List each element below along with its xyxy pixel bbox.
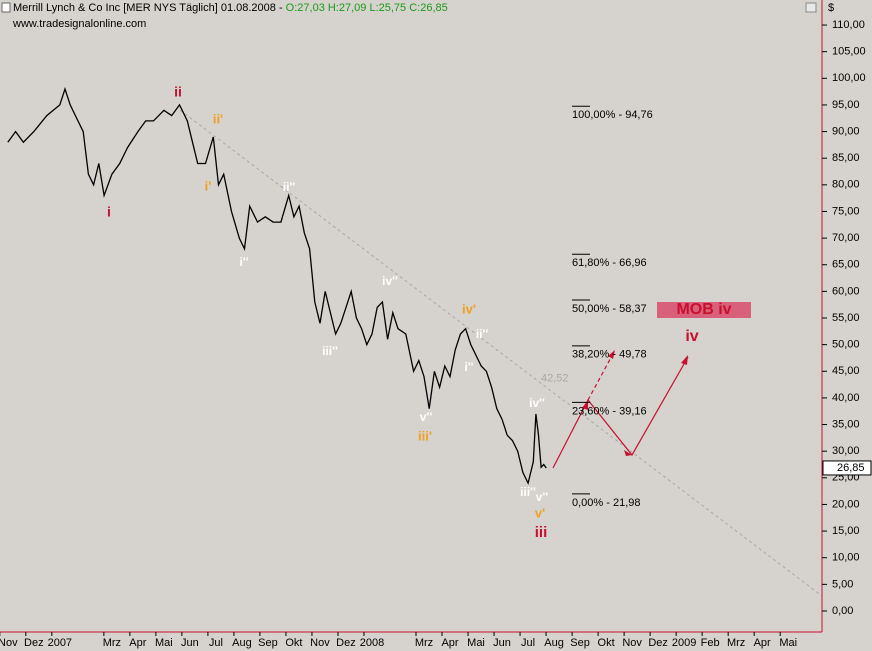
x-tick-label: Dez [648,637,668,649]
wave-label: v'' [420,410,433,424]
x-tick-label: Apr [441,637,458,649]
quote: O:27,03 H:27,09 L:25,75 C:26,85 [286,2,448,14]
arrow-head [624,450,632,456]
fib-label: 23,60% - 39,16 [572,405,647,417]
x-tick-label: Aug [232,637,252,649]
window-button[interactable] [805,2,817,13]
x-tick-label: Nov [310,637,330,649]
arrow-head [608,350,615,359]
x-tick-label: Okt [598,637,615,649]
y-tick-label: 20,00 [832,498,860,510]
fib-label: 61,80% - 66,96 [572,257,647,269]
arrow-head [681,355,688,365]
wave-label: ii'' [283,180,296,194]
x-tick-label: Jun [493,637,511,649]
x-tick-label: Apr [754,637,771,649]
x-tick-label: Feb [701,637,720,649]
x-tick-label: Dez [336,637,356,649]
x-tick-label: Sep [570,637,590,649]
wave-label: ii [174,84,182,100]
x-tick-label: Mai [467,637,485,649]
y-tick-label: 60,00 [832,285,860,297]
price-line [7,86,547,485]
fib-label: 0,00% - 21,98 [572,497,641,509]
y-tick-label: 10,00 [832,552,860,564]
x-tick-label: Nov [622,637,642,649]
y-tick-label: 70,00 [832,232,860,244]
y-tick-label: 100,00 [832,72,866,84]
icon [1,2,11,13]
projection-alt [587,351,615,401]
y-tick-label: 105,00 [832,46,866,58]
wave-label: ii'' [476,327,489,341]
x-tick-label: Jul [521,637,535,649]
projection-path [552,356,689,469]
x-tick-label: 2008 [360,637,384,649]
wave-label: iii' [418,428,432,443]
y-tick-label: 45,00 [832,365,860,377]
trend-line [179,109,823,597]
last-price-box [822,460,872,476]
x-tick-label: Mrz [103,637,121,649]
y-tick-label: 50,00 [832,339,860,351]
x-tick-label: Mrz [727,637,745,649]
wave-label: iv'' [382,274,398,288]
y-tick-label: 35,00 [832,418,860,430]
wave-label: iv [685,328,698,345]
y-tick-label: 90,00 [832,125,860,137]
y-tick-label: 40,00 [832,392,860,404]
wave-label: iv' [462,301,476,316]
y-tick-label: 80,00 [832,179,860,191]
y-tick-label: 15,00 [832,525,860,537]
x-tick-label: Nov [0,637,18,649]
x-tick-label: 2007 [48,637,72,649]
x-tick-label: Apr [129,637,146,649]
fib-label: 50,00% - 58,37 [572,303,647,315]
last-price: 26,85 [837,462,865,474]
y-tick-label: 95,00 [832,99,860,111]
y-tick-label: 65,00 [832,259,860,271]
y-tick-label: 30,00 [832,445,860,457]
wave-label: iii [535,524,548,541]
x-tick-label: Mrz [415,637,433,649]
y-tick-label: 85,00 [832,152,860,164]
target-box [657,302,751,318]
header: Merrill Lynch & Co Inc [MER NYS Täglich]… [13,2,448,14]
fib-label: 100,00% - 94,76 [572,109,653,121]
x-tick-label: Jul [209,637,223,649]
y-tick-label: 5,00 [832,578,853,590]
wave-label: iii'' [322,344,338,358]
wave-label: i [107,204,111,220]
x-tick-label: Okt [285,637,302,649]
y-tick-label: 0,00 [832,605,853,617]
x-tick-label: Sep [258,637,278,649]
wave-label: iii'' [520,485,536,499]
wave-label: i' [205,178,212,193]
wave-label: i'' [239,255,248,269]
chart-title: Merrill Lynch & Co Inc [MER NYS Täglich]… [13,2,286,14]
wave-label: v' [535,505,545,520]
x-tick-label: Aug [544,637,564,649]
x-tick-label: Mai [779,637,797,649]
fib-label: 38,20% - 49,78 [572,349,647,361]
x-tick-label: 2009 [672,637,696,649]
x-tick-label: Dez [24,637,44,649]
x-tick-label: Mai [155,637,173,649]
wave-label: ii' [213,111,223,126]
y-tick-label: 75,00 [832,205,860,217]
wave-label: iv'' [529,396,545,410]
wave-label: v'' [536,490,549,504]
wave-label: i'' [464,360,473,374]
target-label: MOB iv [676,301,731,318]
x-tick-label: Jun [181,637,199,649]
trend-level: 42,52 [541,372,569,384]
subtitle: www.tradesignalonline.com [12,18,146,30]
y-tick-label: 110,00 [832,19,865,31]
y-unit: $ [828,2,834,14]
y-tick-label: 55,00 [832,312,860,324]
